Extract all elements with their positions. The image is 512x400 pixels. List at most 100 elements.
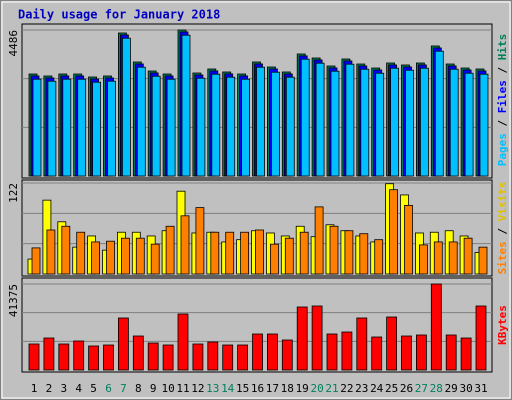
x-tick-label: 11	[176, 382, 189, 395]
bar	[237, 344, 249, 371]
bar	[180, 215, 190, 275]
legend-hits: Hits	[496, 34, 509, 61]
bar	[341, 331, 353, 371]
bar	[136, 66, 146, 177]
bar	[326, 333, 338, 371]
bar	[401, 335, 412, 371]
bar	[88, 345, 99, 371]
legend-visits: Visits	[496, 182, 509, 222]
bar	[475, 305, 487, 371]
bar	[360, 68, 370, 177]
x-tick-label: 25	[385, 382, 398, 395]
bar	[299, 231, 309, 275]
bar	[122, 37, 131, 177]
bar	[389, 189, 399, 275]
x-tick-label: 18	[281, 382, 294, 395]
x-tick-label: 14	[221, 382, 235, 395]
bar	[252, 333, 263, 371]
legend-pages: Pages	[496, 133, 509, 166]
legend: Pages / Files / Hits	[496, 34, 509, 167]
bar	[479, 73, 489, 177]
bar	[330, 70, 340, 177]
bar	[177, 313, 189, 371]
y-tick-label: 122	[7, 183, 20, 203]
bar	[135, 237, 145, 275]
bar	[374, 239, 384, 275]
bar	[270, 71, 280, 177]
bar	[311, 305, 323, 371]
bar	[359, 233, 369, 275]
bar	[478, 246, 488, 275]
bar	[433, 241, 443, 275]
x-tick-label: 28	[430, 382, 443, 395]
x-tick-label: 24	[370, 382, 384, 395]
bar	[344, 230, 354, 275]
bar	[162, 344, 174, 371]
bar	[415, 334, 427, 371]
bar	[107, 80, 116, 177]
bar	[150, 243, 160, 275]
bar	[356, 317, 368, 371]
bar	[386, 316, 398, 371]
bar	[147, 342, 159, 371]
bar	[166, 78, 176, 177]
x-tick-label: 26	[400, 382, 413, 395]
bar	[281, 339, 293, 371]
legend-files: Files	[496, 80, 509, 113]
bar	[76, 231, 86, 275]
bar	[77, 78, 87, 177]
bar	[46, 229, 56, 275]
bar	[222, 344, 234, 371]
bar	[91, 241, 100, 275]
bar	[296, 306, 308, 371]
legend-sites: Sites	[496, 241, 509, 274]
bar	[225, 231, 235, 275]
bar	[192, 343, 204, 371]
y-tick-label: 4486	[7, 30, 20, 57]
x-tick-label: 23	[355, 382, 368, 395]
bar	[195, 207, 205, 275]
bar	[31, 247, 41, 275]
bar	[315, 62, 325, 177]
x-tick-label: 10	[161, 382, 174, 395]
bar	[371, 336, 383, 371]
x-tick-label: 27	[415, 382, 428, 395]
bar	[121, 237, 130, 275]
legend: Sites / Visits	[496, 182, 509, 275]
bar	[106, 240, 115, 275]
bar	[92, 81, 101, 177]
x-tick-label: 9	[150, 382, 157, 395]
bar	[132, 335, 144, 371]
x-tick-label: 4	[75, 382, 82, 395]
chart-title: Daily usage for January 2018	[18, 8, 220, 22]
bar	[240, 231, 250, 275]
x-tick-label: 21	[325, 382, 338, 395]
bar	[211, 73, 221, 177]
bar	[118, 317, 129, 371]
bar	[32, 78, 42, 177]
bar	[47, 80, 57, 177]
x-tick-label: 19	[296, 382, 309, 395]
bar	[165, 225, 175, 275]
bar	[103, 344, 114, 371]
x-tick-label: 2	[46, 382, 53, 395]
x-tick-label: 6	[105, 382, 112, 395]
x-tick-label: 8	[135, 382, 142, 395]
bar	[226, 76, 236, 177]
bar	[151, 75, 161, 177]
bar	[404, 204, 413, 275]
bar	[284, 237, 294, 275]
x-tick-label: 7	[120, 382, 127, 395]
x-tick-label: 30	[459, 382, 472, 395]
bar	[448, 241, 458, 275]
bar	[266, 333, 278, 371]
bar	[434, 50, 444, 177]
x-tick-label: 15	[236, 382, 249, 395]
bar	[449, 68, 459, 177]
bar	[464, 72, 474, 177]
bar	[210, 231, 220, 275]
bar	[43, 337, 55, 371]
bar	[463, 237, 473, 275]
x-tick-label: 29	[445, 382, 458, 395]
